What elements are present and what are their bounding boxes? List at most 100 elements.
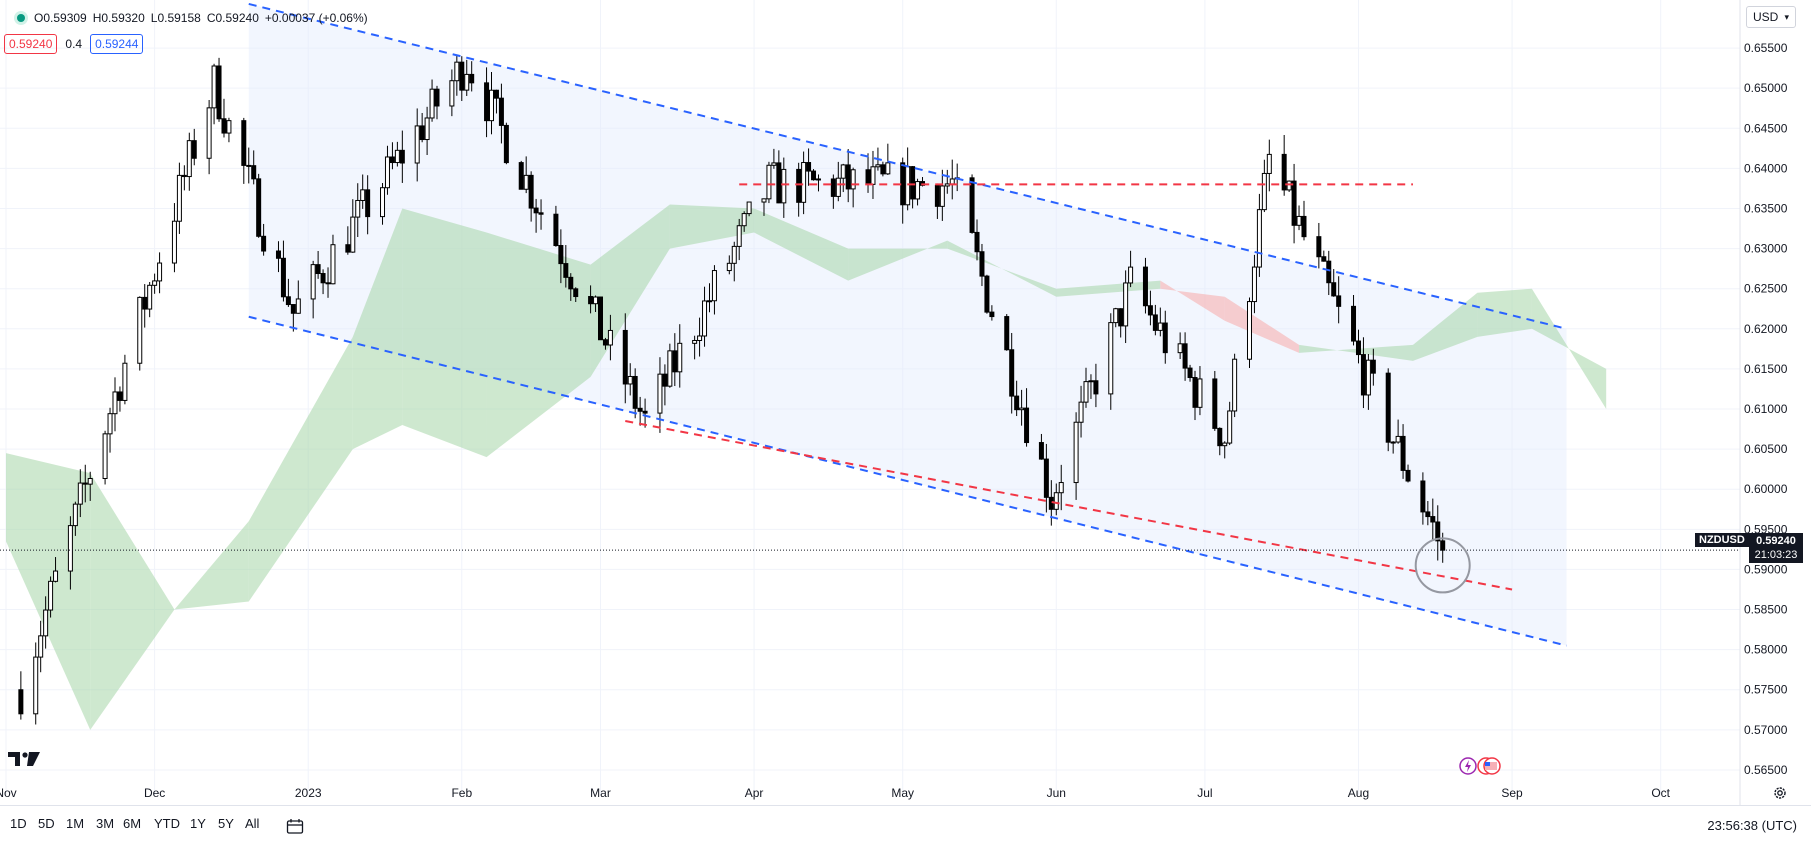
range-button-5y[interactable]: 5Y xyxy=(218,816,234,831)
candlesticks xyxy=(18,54,1446,725)
candle xyxy=(905,147,911,211)
currency-select[interactable]: USD ▾ xyxy=(1746,6,1796,28)
candle xyxy=(627,363,633,396)
spread-value: 0.4 xyxy=(65,37,83,51)
gear-icon[interactable] xyxy=(1772,785,1788,801)
time-axis[interactable]: Nov Dec 2023 Feb Mar Apr May Jun Jul Aug Sep Oct xyxy=(0,786,1671,800)
candle-body xyxy=(627,375,633,385)
candle-body xyxy=(1395,435,1401,443)
trade-chips: 0.59240 0.4 0.59244 xyxy=(4,34,144,54)
time-tick-label: Jun xyxy=(1047,786,1066,800)
candle-body xyxy=(498,97,504,126)
candle-body xyxy=(484,82,490,122)
candle xyxy=(360,174,366,209)
cloud-segment xyxy=(848,240,948,281)
price-axis[interactable]: 0.65500 0.65000 0.64500 0.64000 0.63500 0.630… xyxy=(1744,41,1788,777)
candle xyxy=(256,173,262,238)
candle-body xyxy=(72,503,78,527)
candle xyxy=(484,67,490,138)
candle-body xyxy=(320,273,326,284)
candle-body xyxy=(1197,378,1203,408)
candle xyxy=(1142,257,1148,314)
candle-body xyxy=(87,478,93,485)
trendline-channel-upper[interactable] xyxy=(248,2,1567,330)
range-button-all[interactable]: All xyxy=(245,816,260,831)
candle-body xyxy=(191,140,197,159)
candle xyxy=(1395,419,1401,444)
candle xyxy=(1093,363,1099,408)
candle xyxy=(216,57,222,122)
range-button-ytd[interactable]: YTD xyxy=(154,816,180,831)
buy-price-button[interactable]: 0.59244 xyxy=(90,34,144,54)
candle-body xyxy=(989,311,995,318)
time-tick-label: Mar xyxy=(590,786,611,800)
candle-body xyxy=(429,88,435,119)
economic-events-icon[interactable] xyxy=(1458,756,1504,776)
candle xyxy=(1083,367,1089,408)
candle xyxy=(1038,433,1044,460)
candle xyxy=(117,386,123,412)
candle xyxy=(77,469,83,518)
candle-body xyxy=(563,263,569,278)
price-chart[interactable]: 0.65500 0.65000 0.64500 0.64000 0.63500 0.630… xyxy=(0,0,1811,805)
candle xyxy=(736,218,742,261)
candle-body xyxy=(538,212,544,215)
candle-body xyxy=(43,609,49,637)
candle-body xyxy=(811,170,817,181)
candle xyxy=(1355,329,1361,364)
candle xyxy=(1281,135,1287,196)
candle-body xyxy=(1019,407,1025,411)
candle xyxy=(573,287,579,303)
range-button-6m[interactable]: 6M xyxy=(123,816,142,831)
candle xyxy=(87,471,93,501)
candle-body xyxy=(325,282,331,285)
candle-body xyxy=(1365,359,1371,396)
candle xyxy=(330,234,336,285)
candle xyxy=(251,150,257,185)
last-price-tag: 0.59240 21:03:23 xyxy=(1749,533,1803,563)
sell-price-button[interactable]: 0.59240 xyxy=(4,34,58,54)
price-tick-label: 0.62000 xyxy=(1744,322,1788,336)
trendline-channel-lower[interactable] xyxy=(248,315,1567,647)
candle xyxy=(355,183,361,238)
range-button-1y[interactable]: 1Y xyxy=(190,816,206,831)
candle xyxy=(939,169,945,221)
tradingview-logo-icon[interactable] xyxy=(8,752,40,766)
candle-body xyxy=(285,296,291,306)
candle xyxy=(122,354,128,405)
trendline-support[interactable] xyxy=(625,420,1513,591)
candle xyxy=(1316,222,1322,269)
candle xyxy=(1043,443,1049,513)
candle xyxy=(280,240,286,302)
price-tick-label: 0.61000 xyxy=(1744,402,1788,416)
candle xyxy=(558,229,564,284)
candle-body xyxy=(845,164,851,190)
candle xyxy=(850,167,856,208)
candle xyxy=(454,54,460,96)
range-button-3m[interactable]: 3M xyxy=(96,816,115,831)
candle-body xyxy=(216,65,222,120)
cloud-segment xyxy=(486,232,591,458)
close-value: C0.59240 xyxy=(206,11,259,25)
candle xyxy=(1162,310,1168,364)
candle-body xyxy=(256,178,262,237)
candle-body xyxy=(1400,435,1406,471)
candle xyxy=(206,99,212,175)
candle-body xyxy=(1355,340,1361,356)
range-button-5d[interactable]: 5D xyxy=(38,816,55,831)
candle xyxy=(1261,159,1267,213)
range-button-1m[interactable]: 1M xyxy=(66,816,85,831)
change-value: +0.00037 (+0.06%) xyxy=(264,11,368,25)
calendar-icon[interactable] xyxy=(286,818,304,834)
utc-clock[interactable]: 23:56:38 (UTC) xyxy=(1707,818,1797,833)
candle xyxy=(731,241,737,282)
candle xyxy=(171,203,177,273)
candle xyxy=(741,211,747,232)
candle-body xyxy=(939,185,945,207)
candle-body xyxy=(493,89,499,99)
candle xyxy=(672,333,678,387)
range-button-1d[interactable]: 1D xyxy=(10,816,27,831)
candle-body xyxy=(776,162,782,204)
candle-body xyxy=(1014,395,1020,411)
candle-body xyxy=(419,125,425,141)
